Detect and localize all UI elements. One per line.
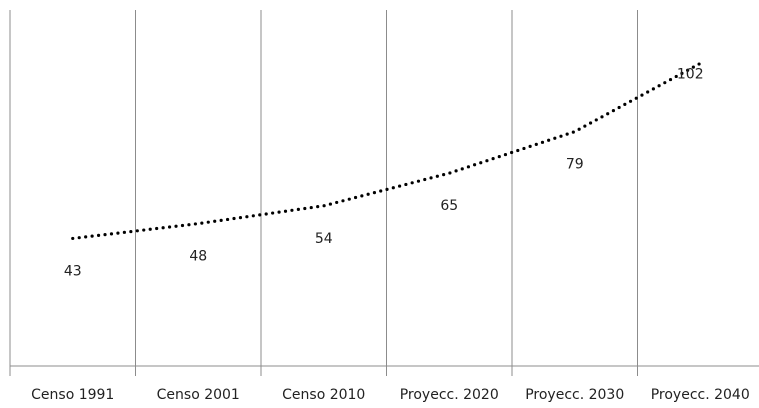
data-label: 65 [440, 198, 458, 214]
data-label: 43 [64, 263, 82, 279]
x-tick-label: Proyecc. 2040 [651, 387, 750, 403]
x-tick-label: Censo 2001 [157, 387, 240, 403]
x-tick-label: Proyecc. 2020 [400, 387, 499, 403]
data-label: 79 [566, 157, 584, 173]
x-tick-label: Censo 2010 [282, 387, 365, 403]
data-label: 48 [189, 249, 207, 265]
x-tick-label: Censo 1991 [31, 387, 114, 403]
x-tick-label: Proyecc. 2030 [525, 387, 624, 403]
data-label: 102 [677, 66, 704, 82]
data-line [71, 61, 702, 241]
data-label: 54 [315, 231, 333, 247]
